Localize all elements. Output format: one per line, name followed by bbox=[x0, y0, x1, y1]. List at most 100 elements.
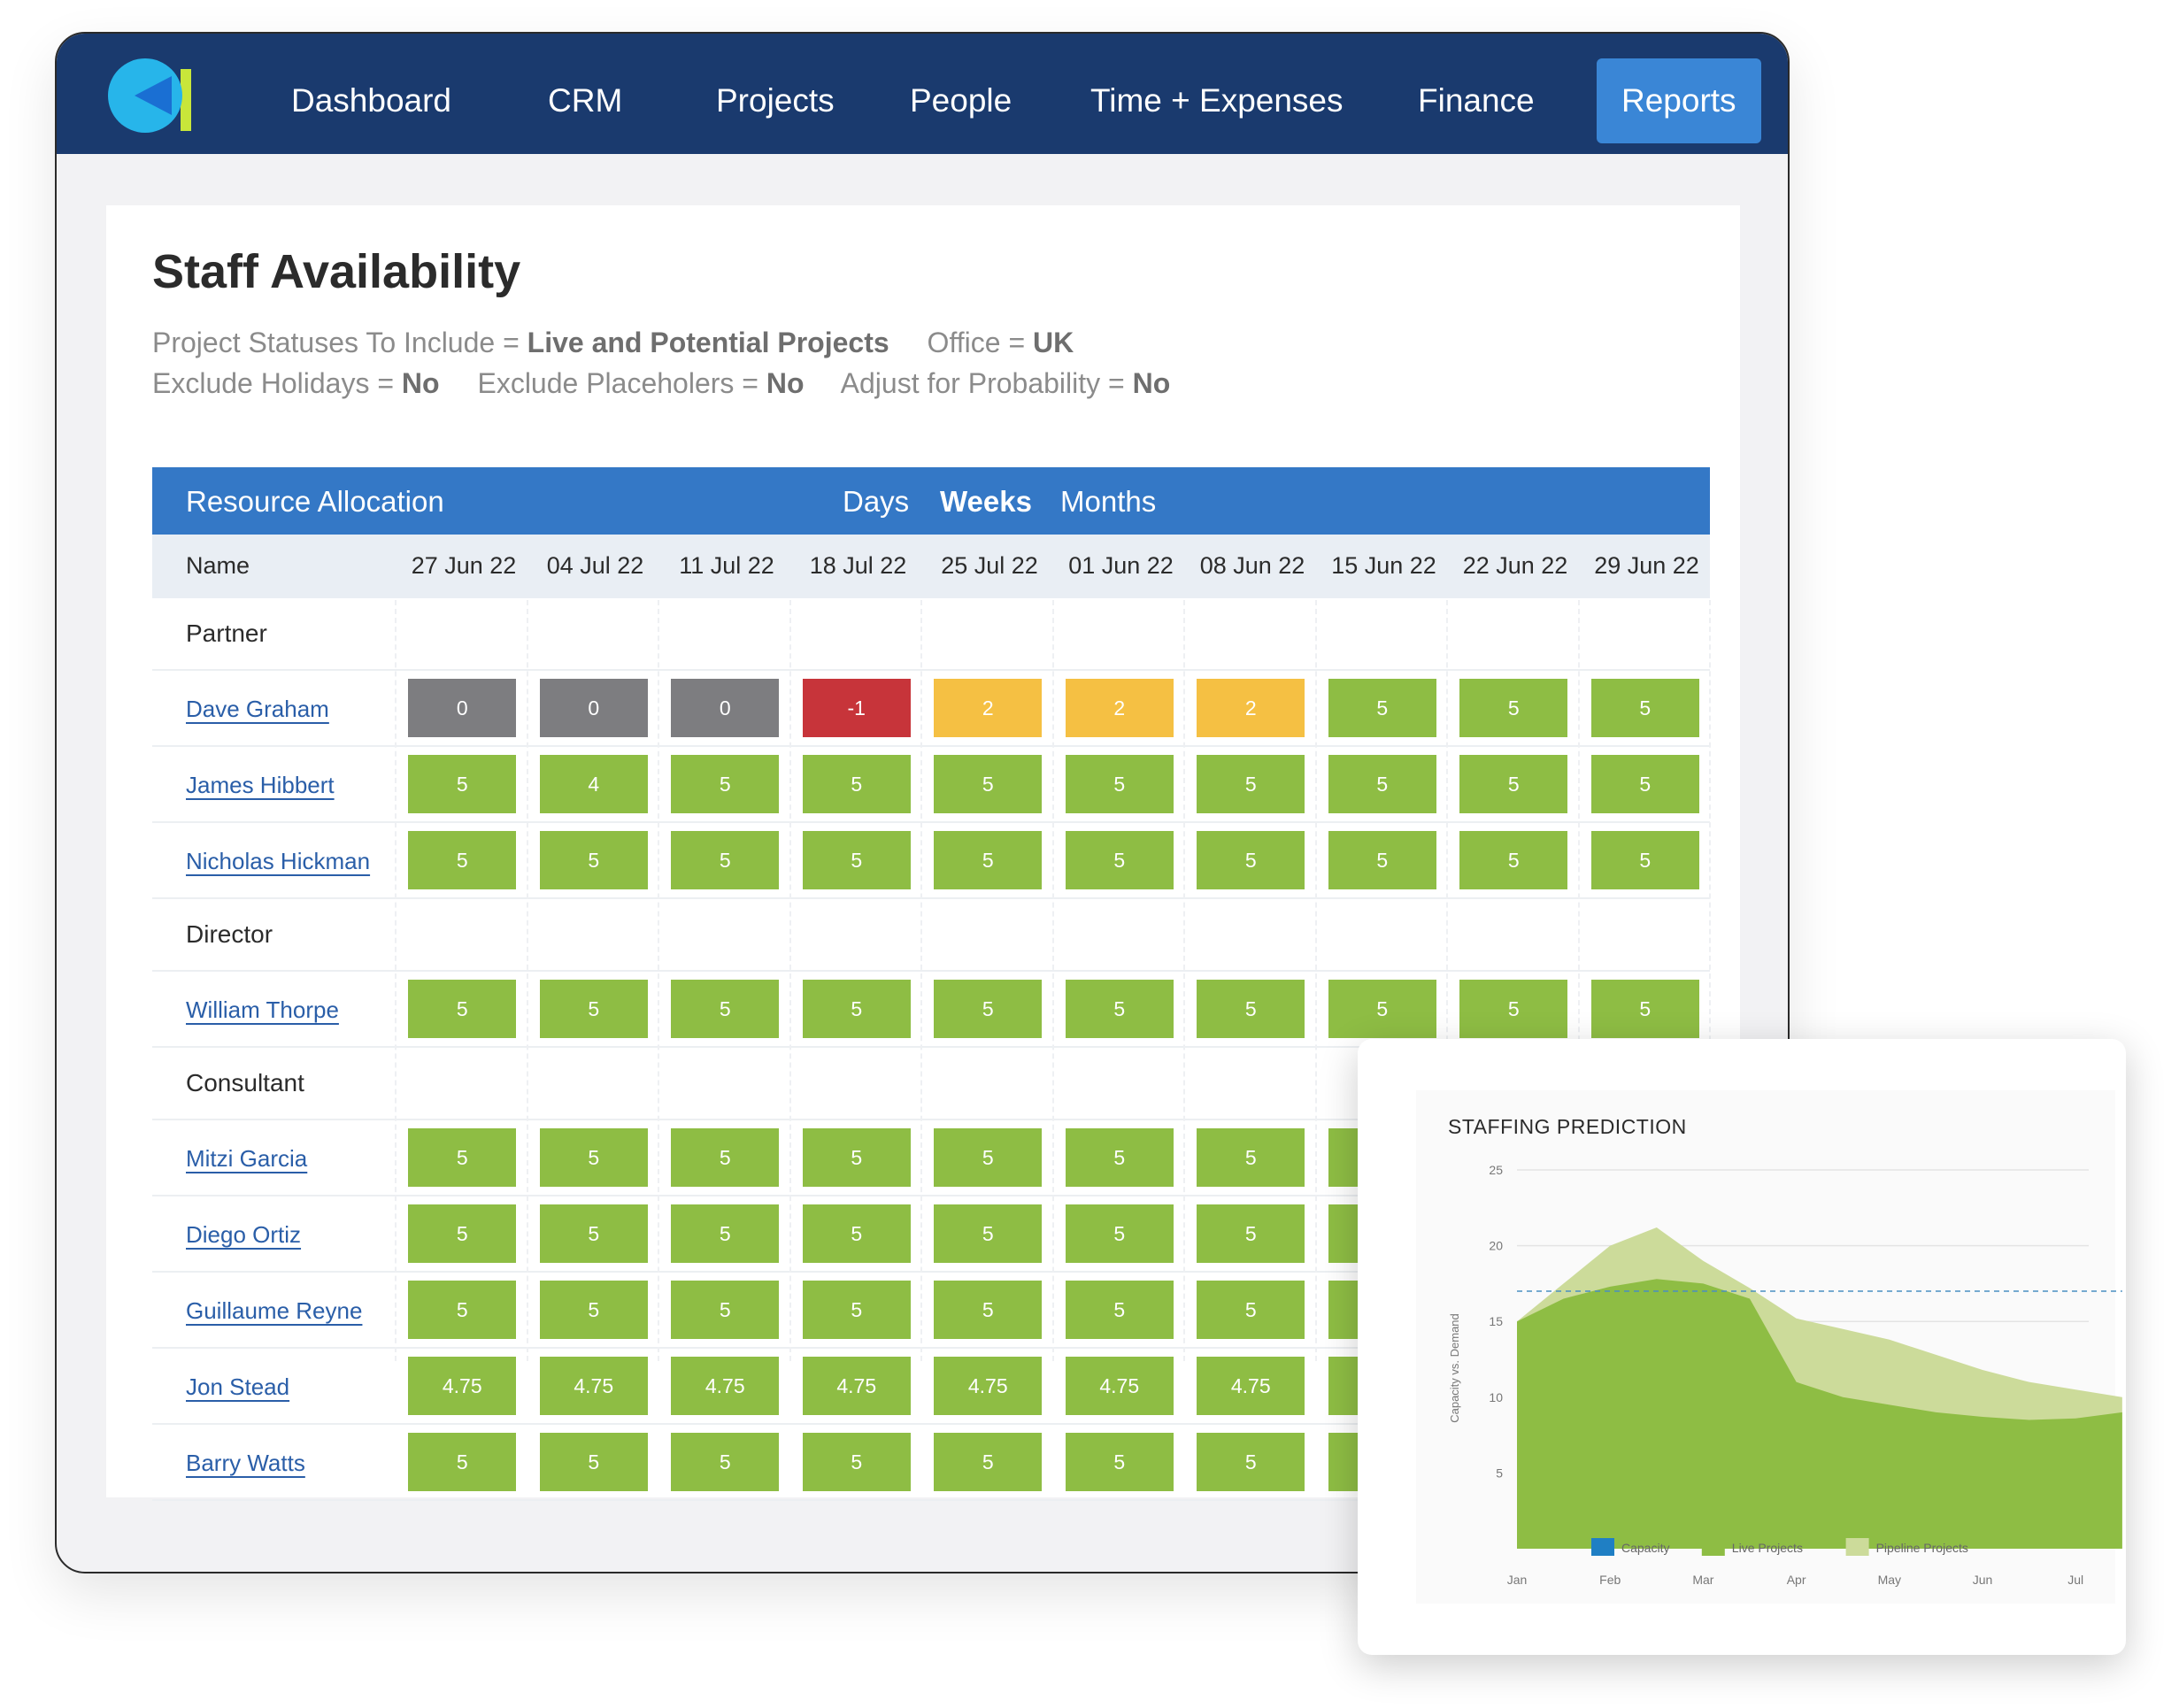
availability-cell[interactable]: 5 bbox=[1459, 755, 1568, 813]
availability-cell[interactable]: 5 bbox=[1065, 1281, 1174, 1339]
availability-cell[interactable]: 5 bbox=[408, 755, 517, 813]
availability-cell[interactable]: 4.75 bbox=[802, 1357, 911, 1415]
availability-cell[interactable]: 5 bbox=[802, 831, 911, 889]
availability-cell[interactable]: 5 bbox=[934, 1281, 1043, 1339]
availability-cell[interactable]: 5 bbox=[1065, 980, 1174, 1038]
x-tick-label: Feb bbox=[1599, 1573, 1621, 1587]
nav-finance[interactable]: Finance bbox=[1418, 82, 1535, 119]
availability-cell[interactable]: 5 bbox=[408, 1128, 517, 1187]
availability-cell[interactable]: 5 bbox=[1197, 755, 1305, 813]
tab-days[interactable]: Days bbox=[843, 485, 910, 518]
availability-cell[interactable]: 4.75 bbox=[1065, 1357, 1174, 1415]
person-name-link[interactable]: Nicholas Hickman bbox=[186, 848, 371, 874]
availability-cell[interactable]: 5 bbox=[1197, 980, 1305, 1038]
availability-cell[interactable]: 0 bbox=[539, 679, 648, 737]
availability-cell[interactable]: 5 bbox=[408, 1433, 517, 1491]
availability-cell[interactable]: 2 bbox=[1197, 679, 1305, 737]
availability-cell[interactable]: 5 bbox=[934, 1128, 1043, 1187]
availability-cell[interactable]: 5 bbox=[934, 1204, 1043, 1263]
availability-cell[interactable]: 5 bbox=[802, 1433, 911, 1491]
availability-cell[interactable]: 4.75 bbox=[671, 1357, 780, 1415]
nav-people[interactable]: People bbox=[910, 82, 1013, 119]
availability-cell[interactable]: 5 bbox=[802, 755, 911, 813]
availability-cell[interactable]: 5 bbox=[408, 980, 517, 1038]
availability-cell[interactable]: 5 bbox=[1197, 1433, 1305, 1491]
availability-cell[interactable]: 4 bbox=[539, 755, 648, 813]
availability-cell[interactable]: 5 bbox=[1065, 1433, 1174, 1491]
availability-cell[interactable]: 5 bbox=[1590, 831, 1699, 889]
nav-crm[interactable]: CRM bbox=[548, 82, 623, 119]
availability-cell[interactable]: 4.75 bbox=[408, 1357, 517, 1415]
availability-cell[interactable]: 5 bbox=[802, 980, 911, 1038]
availability-cell[interactable]: 5 bbox=[1459, 831, 1568, 889]
availability-cell[interactable]: 5 bbox=[539, 831, 648, 889]
availability-cell[interactable]: 5 bbox=[934, 831, 1043, 889]
availability-cell[interactable]: 0 bbox=[408, 679, 517, 737]
availability-cell[interactable]: 5 bbox=[539, 1433, 648, 1491]
availability-cell[interactable]: 5 bbox=[539, 1204, 648, 1263]
person-name-link[interactable]: Barry Watts bbox=[186, 1450, 305, 1476]
availability-cell[interactable]: 5 bbox=[934, 1433, 1043, 1491]
availability-cell[interactable]: 5 bbox=[671, 1204, 780, 1263]
person-name-link[interactable]: Guillaume Reyne bbox=[186, 1297, 363, 1324]
availability-cell[interactable]: 5 bbox=[1197, 1281, 1305, 1339]
availability-cell[interactable]: 5 bbox=[802, 1128, 911, 1187]
availability-cell[interactable]: 5 bbox=[1065, 1128, 1174, 1187]
availability-cell[interactable]: 5 bbox=[1328, 831, 1436, 889]
availability-cell[interactable]: 5 bbox=[408, 1281, 517, 1339]
availability-cell[interactable]: 5 bbox=[1197, 1128, 1305, 1187]
nav-time-expenses[interactable]: Time + Expenses bbox=[1090, 82, 1344, 119]
availability-cell[interactable]: 5 bbox=[1590, 980, 1699, 1038]
availability-cell[interactable]: 5 bbox=[671, 980, 780, 1038]
availability-cell[interactable]: 5 bbox=[934, 755, 1043, 813]
app-logo-icon[interactable] bbox=[104, 55, 196, 136]
person-name-link[interactable]: Diego Ortiz bbox=[186, 1221, 302, 1248]
availability-cell[interactable]: 2 bbox=[934, 679, 1043, 737]
person-name-link[interactable]: Mitzi Garcia bbox=[186, 1145, 308, 1172]
availability-cell[interactable]: 4.75 bbox=[539, 1357, 648, 1415]
availability-cell[interactable]: 5 bbox=[1459, 679, 1568, 737]
availability-cell[interactable]: 5 bbox=[1590, 755, 1699, 813]
availability-cell[interactable]: 5 bbox=[1197, 831, 1305, 889]
availability-cell[interactable]: 4.75 bbox=[934, 1357, 1043, 1415]
availability-cell[interactable]: 5 bbox=[539, 980, 648, 1038]
availability-cell[interactable]: 5 bbox=[1065, 1204, 1174, 1263]
availability-cell[interactable]: 5 bbox=[408, 1204, 517, 1263]
availability-cell[interactable]: 5 bbox=[671, 831, 780, 889]
availability-cell[interactable]: 5 bbox=[1328, 980, 1436, 1038]
availability-cell[interactable]: 5 bbox=[671, 1128, 780, 1187]
column-divider bbox=[1577, 600, 1580, 1361]
availability-cell[interactable]: 5 bbox=[1328, 679, 1436, 737]
availability-cell[interactable]: 2 bbox=[1065, 679, 1174, 737]
availability-cell[interactable]: 5 bbox=[802, 1204, 911, 1263]
column-divider bbox=[1446, 600, 1448, 1361]
availability-cell[interactable]: 5 bbox=[671, 1433, 780, 1491]
tab-months[interactable]: Months bbox=[1060, 485, 1157, 518]
person-name-link[interactable]: Jon Stead bbox=[186, 1373, 290, 1400]
availability-cell[interactable]: 0 bbox=[671, 679, 780, 737]
y-tick-label: 10 bbox=[1489, 1390, 1503, 1404]
availability-cell[interactable]: 5 bbox=[802, 1281, 911, 1339]
availability-cell[interactable]: 5 bbox=[934, 980, 1043, 1038]
availability-cell[interactable]: 5 bbox=[539, 1128, 648, 1187]
tab-weeks[interactable]: Weeks bbox=[940, 485, 1032, 518]
availability-cell[interactable]: 5 bbox=[1065, 755, 1174, 813]
availability-cell[interactable]: 5 bbox=[1065, 831, 1174, 889]
availability-cell[interactable]: 4.75 bbox=[1197, 1357, 1305, 1415]
availability-cell[interactable]: 5 bbox=[671, 755, 780, 813]
person-name-link[interactable]: Dave Graham bbox=[186, 696, 329, 722]
availability-cell[interactable]: 5 bbox=[671, 1281, 780, 1339]
section-title: Consultant bbox=[186, 1069, 304, 1096]
availability-cell[interactable]: 5 bbox=[1590, 679, 1699, 737]
availability-cell[interactable]: -1 bbox=[802, 679, 911, 737]
availability-cell[interactable]: 5 bbox=[408, 831, 517, 889]
availability-cell[interactable]: 5 bbox=[1197, 1204, 1305, 1263]
nav-reports[interactable]: Reports bbox=[1597, 58, 1761, 143]
person-name-link[interactable]: William Thorpe bbox=[186, 996, 339, 1023]
availability-cell[interactable]: 5 bbox=[1459, 980, 1568, 1038]
nav-dashboard[interactable]: Dashboard bbox=[291, 82, 452, 119]
person-name-link[interactable]: James Hibbert bbox=[186, 772, 335, 798]
availability-cell[interactable]: 5 bbox=[1328, 755, 1436, 813]
availability-cell[interactable]: 5 bbox=[539, 1281, 648, 1339]
nav-projects[interactable]: Projects bbox=[716, 82, 835, 119]
